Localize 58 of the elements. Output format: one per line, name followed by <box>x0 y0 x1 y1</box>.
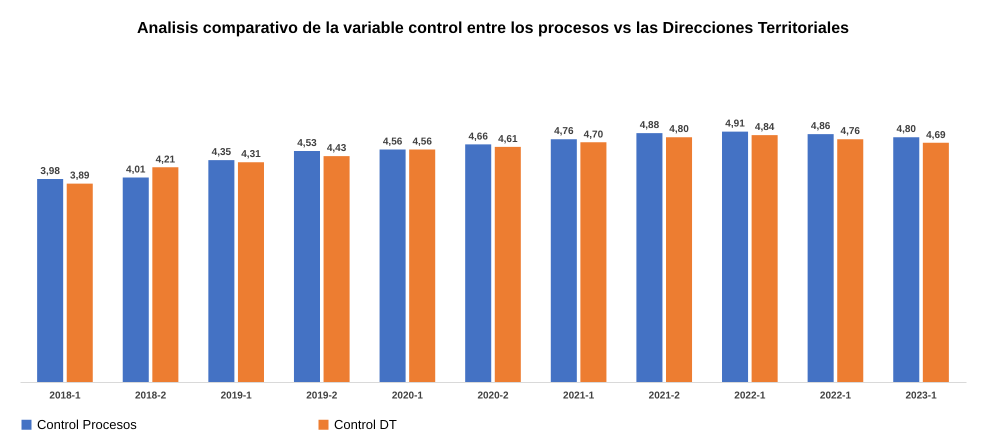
x-tick-label: 2018-2 <box>134 390 167 402</box>
data-label: 4,21 <box>156 154 176 166</box>
data-label: 4,91 <box>725 118 746 130</box>
bar <box>808 134 834 382</box>
data-label: 4,66 <box>468 131 488 142</box>
bar <box>37 179 64 382</box>
data-label: 4,56 <box>412 136 432 148</box>
data-label: 4,01 <box>126 164 146 176</box>
bar <box>494 146 521 382</box>
x-tick-label: 2019-2 <box>306 390 338 402</box>
bar <box>208 160 234 382</box>
data-label: 3,98 <box>40 166 60 178</box>
bar <box>324 156 350 382</box>
data-label: 4,31 <box>241 149 262 160</box>
bar <box>922 142 949 382</box>
data-label: 4,53 <box>297 138 318 149</box>
bar <box>636 133 662 382</box>
x-tick-label: 2022-1 <box>734 390 766 402</box>
bar <box>837 139 864 382</box>
x-tick-label: 2018-1 <box>49 390 81 402</box>
bar <box>666 137 692 382</box>
legend-label: Control DT <box>334 416 397 432</box>
x-tick-label: 2020-1 <box>392 390 424 402</box>
x-tick-label: 2021-1 <box>563 390 595 402</box>
legend-label: Control Procesos <box>37 416 138 432</box>
data-label: 4,80 <box>896 124 916 136</box>
data-label: 4,80 <box>669 124 690 136</box>
bar <box>380 149 406 382</box>
bar <box>752 135 778 382</box>
data-label: 4,56 <box>382 136 403 148</box>
data-label: 4,69 <box>926 130 946 141</box>
data-label: 3,89 <box>70 170 90 182</box>
bar <box>122 177 149 382</box>
data-label: 4,88 <box>640 120 660 132</box>
x-tick-label: 2022-1 <box>820 390 852 402</box>
bar <box>580 142 606 382</box>
data-label: 4,35 <box>212 147 232 158</box>
bar <box>465 144 492 382</box>
bar <box>550 139 577 382</box>
bar <box>294 150 320 382</box>
data-label: 4,76 <box>554 126 574 138</box>
bar <box>409 149 436 382</box>
data-label: 4,86 <box>810 121 831 132</box>
x-tick-label: 2020-2 <box>477 390 510 402</box>
x-tick-label: 2023-1 <box>905 390 938 402</box>
x-tick-label: 2019-1 <box>220 390 252 402</box>
bar <box>152 167 178 382</box>
chart-title: Analisis comparativo de la variable control entre los procesos vs las Direcciones Territoriales <box>137 20 850 37</box>
bar <box>238 162 264 382</box>
data-label: 4,43 <box>326 143 347 154</box>
data-label: 4,70 <box>584 129 604 140</box>
data-label: 4,76 <box>840 126 860 138</box>
data-label: 4,84 <box>754 122 775 134</box>
bar <box>893 137 920 382</box>
bar <box>722 132 748 382</box>
data-label: 4,61 <box>498 134 518 145</box>
x-tick-label: 2021-2 <box>648 390 680 402</box>
bar <box>66 184 93 382</box>
